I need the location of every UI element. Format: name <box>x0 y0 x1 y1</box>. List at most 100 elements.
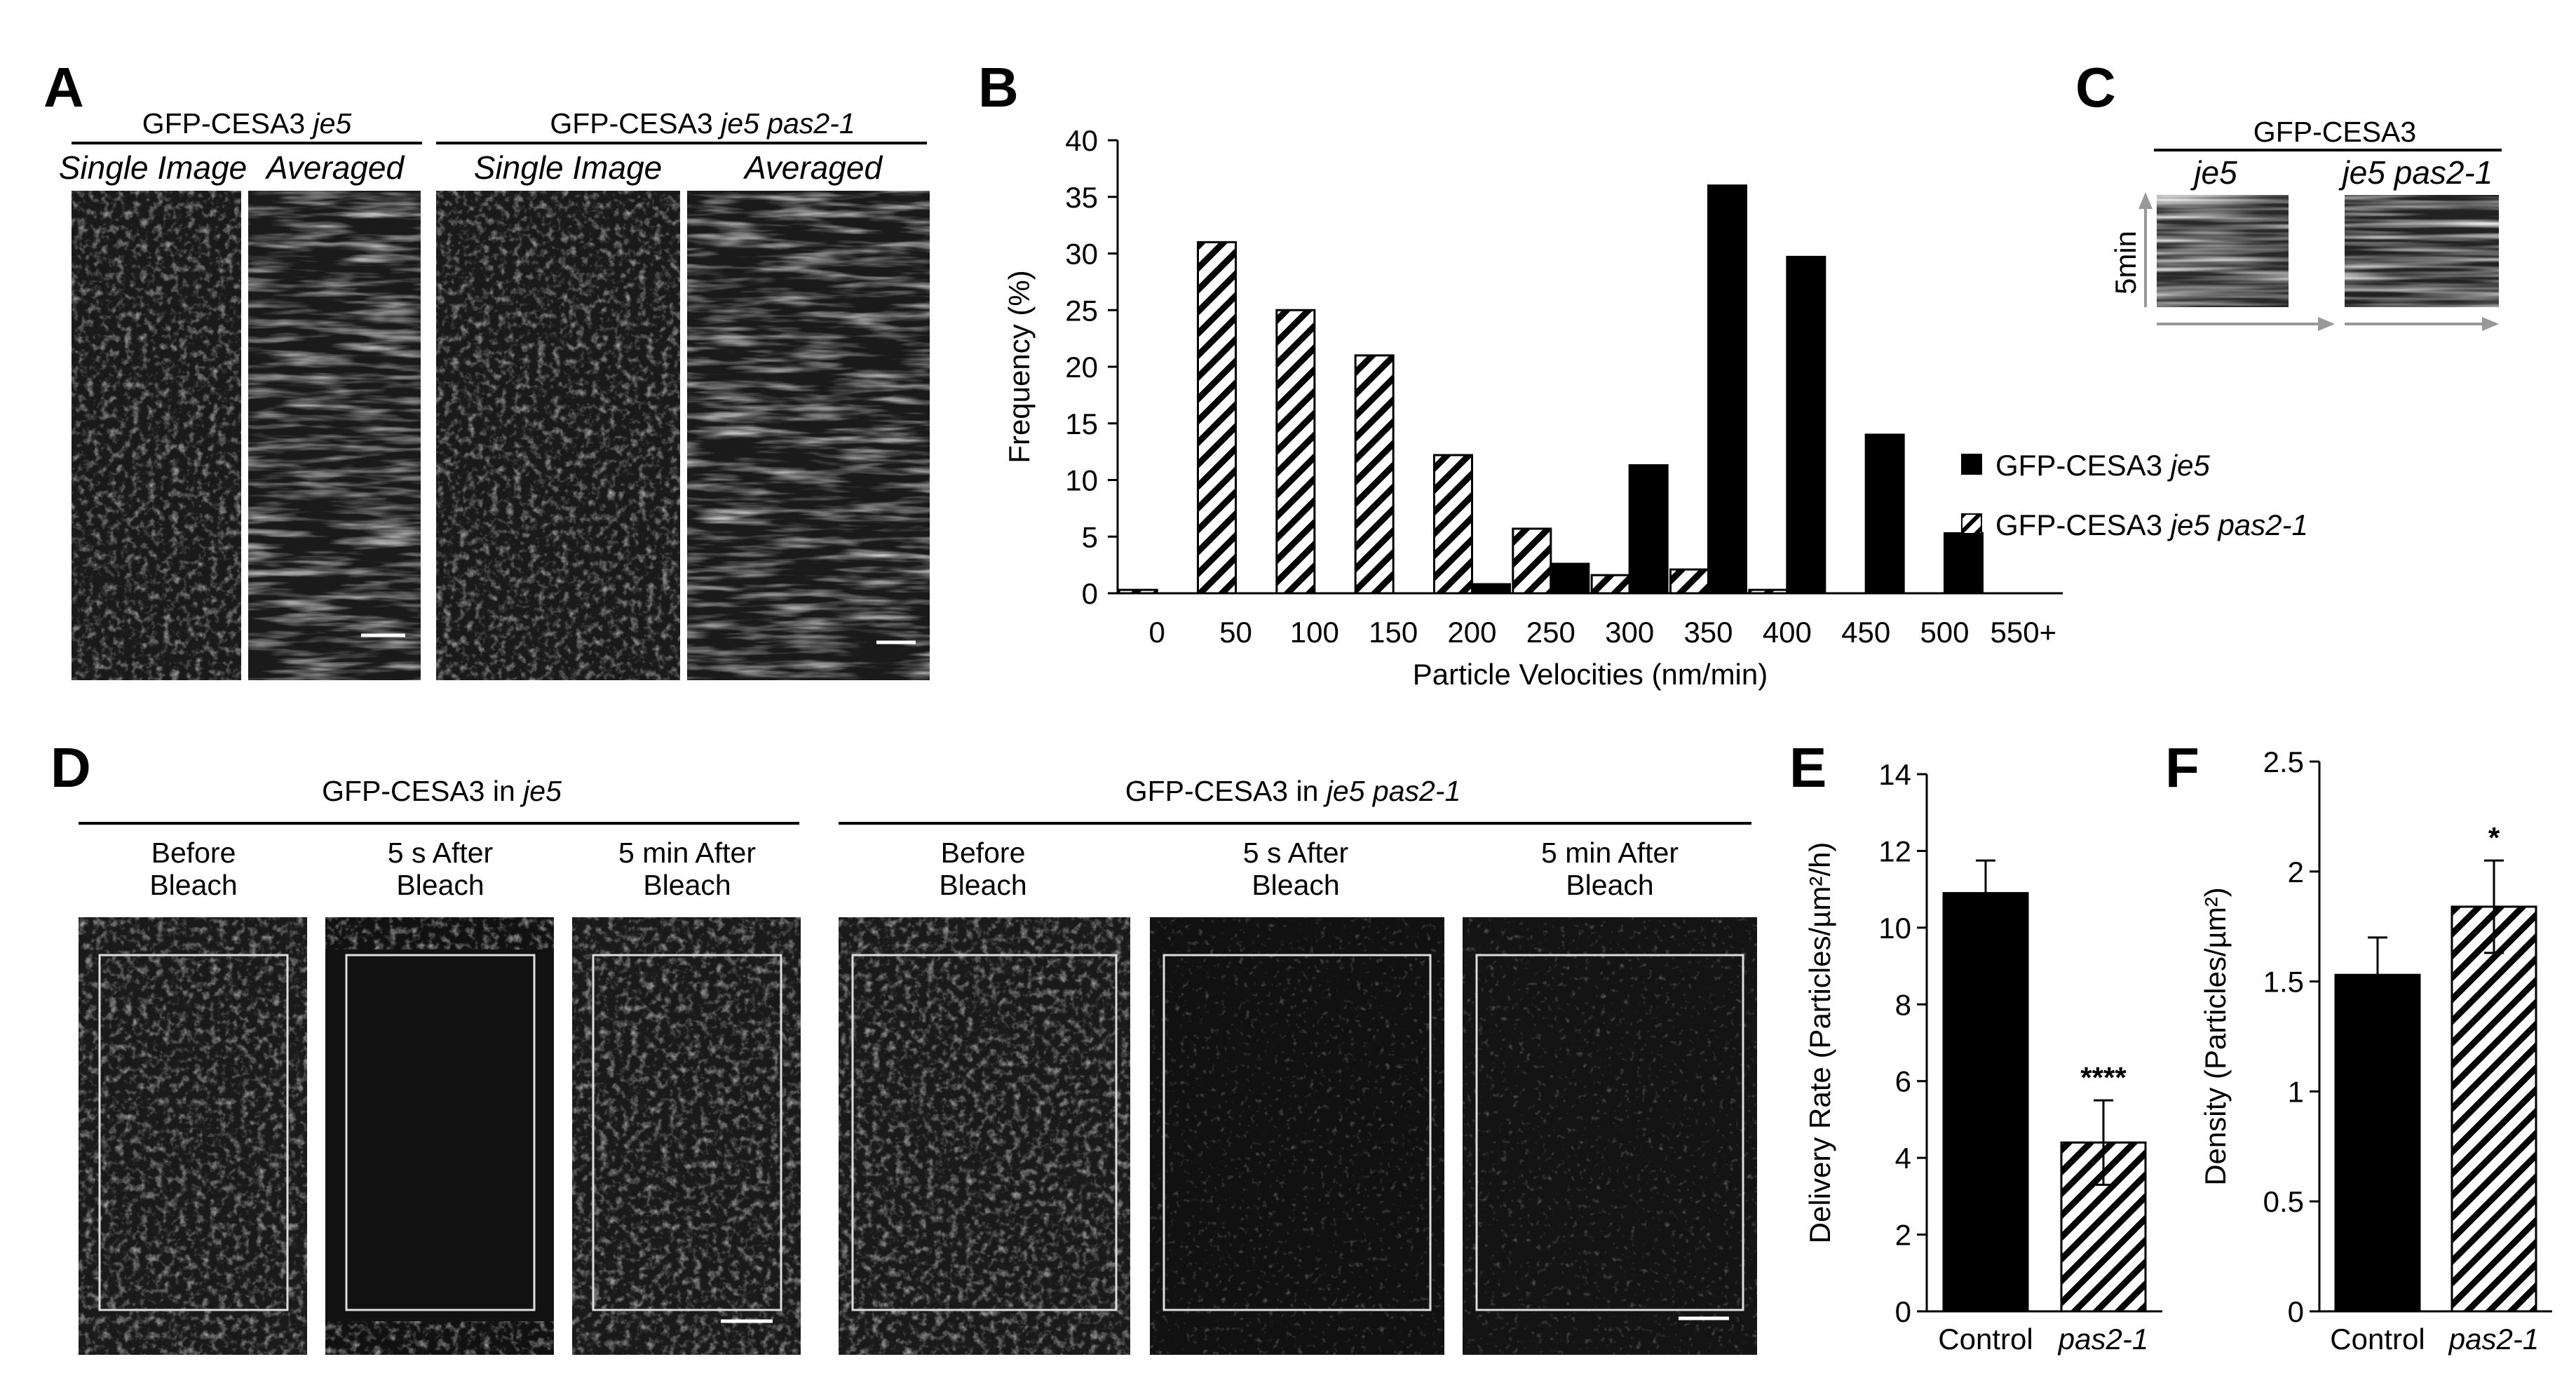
x-tick-label: 500 <box>1920 616 1969 649</box>
significance-marker: **** <box>2080 1061 2127 1094</box>
micrograph-d-je5-before <box>79 917 307 1355</box>
panel-e: E 0 2 4 6 8 10 12 14 Control pas2-1 **** Delivery R… <box>1789 736 2162 1356</box>
bleach-region <box>345 954 536 1311</box>
frame-label-4: Before Bleach <box>939 837 1026 901</box>
bar-je5-pas2-1 <box>1275 309 1316 595</box>
y-tick-label: 8 <box>1895 988 1911 1021</box>
panel-d-group-2-title: GFP-CESA3 in je5 pas2-1 <box>1125 775 1461 807</box>
panel-d-label: D <box>50 736 91 799</box>
y-tick-label: 1.5 <box>2263 966 2304 999</box>
bar-je5 <box>1944 532 1984 595</box>
bar-je5-pas2-1 <box>1748 588 1789 595</box>
x-tick-label: Control <box>2330 1323 2425 1356</box>
y-tick-label: 2 <box>1895 1219 1911 1252</box>
x-tick-label: 250 <box>1526 616 1575 649</box>
legend-swatch-hatched <box>1961 513 1982 534</box>
bar-pas2-1 <box>2450 905 2537 1313</box>
frame-label-5: 5 s After Bleach <box>1243 837 1348 901</box>
panel-b-label: B <box>978 56 1019 119</box>
panel-a-label: A <box>43 56 84 119</box>
bar-chart-density: 0 0.5 1 1.5 2 2.5 Control pas2-1 * Density (Parti… <box>2199 745 2552 1356</box>
panel-f: F 0 0.5 1 1.5 2 2.5 Control pas2-1 * Density (Par… <box>2165 736 2552 1356</box>
micrograph-d-pas2-5s <box>1150 917 1444 1355</box>
bar-je5-pas2-1 <box>1590 574 1631 595</box>
bar-je5-pas2-1 <box>1118 588 1158 595</box>
panel-a-column-3: Single Image <box>474 149 663 186</box>
y-tick-label: 12 <box>1878 834 1911 867</box>
y-tick-label: 2.5 <box>2263 745 2304 778</box>
y-axis-title: Density (Particles/µm²) <box>2199 887 2232 1186</box>
y-tick-label: 10 <box>1878 912 1911 945</box>
panel-f-label: F <box>2165 736 2199 799</box>
panel-a-column-1: Single Image <box>59 149 248 186</box>
bar-je5 <box>1786 255 1826 595</box>
x-tick-label: 0 <box>1148 616 1165 649</box>
y-tick-label: 40 <box>1065 124 1098 157</box>
bar-je5 <box>1707 184 1747 595</box>
y-axis-title: Delivery Rate (Particles/µm²/h) <box>1803 842 1836 1244</box>
bar-je5 <box>1628 464 1669 595</box>
panel-e-label: E <box>1789 736 1826 799</box>
y-tick-label: 2 <box>2288 856 2304 888</box>
frame-label-3: 5 min After Bleach <box>618 837 756 901</box>
x-tick-label: 200 <box>1447 616 1496 649</box>
y-axis-title: Frequency (%) <box>1003 270 1036 463</box>
y-tick-label: 0.5 <box>2263 1185 2304 1218</box>
panel-c-column-2: je5 pas2-1 <box>2338 154 2493 191</box>
micrograph-d-pas2-5min <box>1463 917 1757 1355</box>
y-tick-label: 25 <box>1065 294 1098 327</box>
bar-je5 <box>1550 562 1590 595</box>
micrograph-a-je5-single <box>72 191 241 680</box>
y-tick-label: 30 <box>1065 238 1098 271</box>
significance-marker: * <box>2488 821 2500 854</box>
panel-c-column-1: je5 <box>2190 154 2237 191</box>
panel-a: A GFP-CESA3 je5 GFP-CESA3 je5 pas2-1 Sin… <box>43 56 930 680</box>
bar-control <box>1942 892 2029 1313</box>
panel-a-column-4: Averaged <box>743 149 883 186</box>
kymograph-je5-pas2-1 <box>2345 195 2499 307</box>
micrograph-a-pas2-averaged <box>687 191 930 680</box>
bleach-region <box>98 954 289 1311</box>
bar-je5 <box>1471 583 1511 595</box>
panel-c-label: C <box>2075 56 2116 119</box>
bleach-region <box>1475 954 1744 1311</box>
x-tick-label: 150 <box>1369 616 1418 649</box>
panel-d-group-1-title: GFP-CESA3 in je5 <box>322 775 562 807</box>
y-tick-label: 4 <box>1895 1142 1911 1175</box>
bar-control <box>2334 973 2421 1313</box>
kymograph-je5 <box>2157 195 2289 307</box>
bleach-region <box>592 954 782 1311</box>
x-tick-label: 450 <box>1841 616 1890 649</box>
panel-a-group-2-title: GFP-CESA3 je5 pas2-1 <box>550 107 855 140</box>
x-tick-label: 50 <box>1219 616 1252 649</box>
micrograph-a-pas2-single <box>436 191 680 680</box>
micrograph-d-je5-5s <box>325 917 554 1355</box>
x-tick-label: 350 <box>1683 616 1733 649</box>
y-tick-label: 5 <box>1082 520 1098 553</box>
frame-label-2: 5 s After Bleach <box>388 837 493 901</box>
panel-a-column-2: Averaged <box>264 149 405 186</box>
x-tick-label: 300 <box>1605 616 1654 649</box>
bar-je5-pas2-1 <box>1354 354 1395 595</box>
bar-chart-delivery-rate: 0 2 4 6 8 10 12 14 Control pas2-1 **** Delivery Rat… <box>1803 758 2162 1356</box>
panel-a-group-1-title: GFP-CESA3 je5 <box>142 107 352 140</box>
x-tick-label: pas2-1 <box>2448 1323 2539 1356</box>
x-axis-title: Particle Velocities (nm/min) <box>1413 658 1768 691</box>
x-tick-label: 400 <box>1763 616 1812 649</box>
x-tick-label: 100 <box>1290 616 1339 649</box>
bleach-region <box>851 954 1118 1311</box>
frame-label-1: Before Bleach <box>149 837 237 901</box>
micrograph-d-pas2-before <box>839 917 1130 1355</box>
y-tick-label: 1 <box>2288 1075 2304 1108</box>
y-tick-label: 15 <box>1065 407 1098 440</box>
y-tick-label: 35 <box>1065 181 1098 214</box>
time-label: 5min <box>2109 231 2142 295</box>
legend-label-je5: GFP-CESA3 je5 <box>1995 449 2210 482</box>
y-tick-label: 0 <box>2288 1295 2304 1328</box>
x-tick-label: Control <box>1938 1323 2033 1356</box>
y-tick-label: 10 <box>1065 464 1098 497</box>
bar-je5-pas2-1 <box>1197 241 1237 595</box>
micrograph-d-je5-5min <box>572 917 801 1355</box>
time-arrowhead <box>2138 192 2153 209</box>
